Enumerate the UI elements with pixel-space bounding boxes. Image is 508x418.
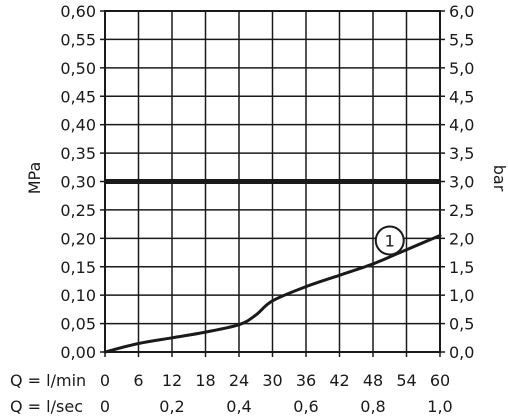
series-line-0	[103, 233, 442, 354]
y-tick-label-left: 0,35	[60, 144, 96, 163]
y-tick-label-right: 5,0	[449, 59, 474, 78]
x-tick-label: 18	[195, 371, 215, 390]
series-layer	[103, 233, 442, 354]
x-tick-label: 42	[329, 371, 349, 390]
x-tick-label: 54	[396, 371, 416, 390]
x-tick-label: 36	[296, 371, 316, 390]
x-tick-label: 0,8	[360, 397, 385, 416]
y-tick-label-right: 4,0	[449, 116, 474, 135]
y-tick-label-left: 0,00	[60, 343, 96, 362]
y-tick-label-right: 2,5	[449, 201, 474, 220]
x-tick-label: 60	[430, 371, 450, 390]
x-tick-label: 0,6	[293, 397, 318, 416]
y-tick-label-right: 3,0	[449, 173, 474, 192]
plot-frame	[104, 10, 441, 353]
callout-circle	[374, 225, 405, 256]
y-tick-label-left: 0,25	[60, 201, 96, 220]
frame-layer	[100, 10, 445, 357]
x-tick-label: 30	[262, 371, 282, 390]
y-tick-label-right: 6,0	[449, 2, 474, 21]
y-tick-label-right: 2,0	[449, 229, 474, 248]
y-axis-label-right: bar	[490, 165, 508, 192]
y-tick-label-right: 1,0	[449, 286, 474, 305]
y-tick-label-left: 0,05	[60, 315, 96, 334]
x-tick-label: 1,0	[427, 397, 452, 416]
y-tick-label-left: 0,55	[60, 30, 96, 49]
x-row-label: Q = l/sec	[10, 397, 83, 416]
tick-label-layer: 0,00 0,00,05 0,50,10 1,00,15 1,50,20 2,00,25 2…	[10, 2, 474, 416]
x-tick-label: 0,4	[226, 397, 251, 416]
y-tick-label-left: 0,60	[60, 2, 96, 21]
x-tick-label: 48	[363, 371, 383, 390]
y-axis-label-left: MPa	[25, 162, 44, 195]
y-tick-label-right: 0,0	[449, 343, 474, 362]
x-tick-label: 12	[162, 371, 182, 390]
y-tick-label-left: 0,15	[60, 258, 96, 277]
y-tick-label-left: 0,50	[60, 59, 96, 78]
y-tick-label-right: 0,5	[449, 315, 474, 334]
x-tick-label: 24	[229, 371, 249, 390]
y-tick-label-right: 5,5	[449, 30, 474, 49]
x-row-label: Q = l/min	[10, 371, 86, 390]
y-tick-label-left: 0,45	[60, 87, 96, 106]
y-tick-label-left: 0,10	[60, 286, 96, 305]
callout-layer: 1	[374, 225, 405, 256]
y-tick-label-right: 4,5	[449, 87, 474, 106]
y-tick-label-right: 1,5	[449, 258, 474, 277]
x-tick-label: 6	[133, 371, 143, 390]
y-tick-label-left: 0,20	[60, 229, 96, 248]
x-tick-label: 0,2	[159, 397, 184, 416]
y-tick-label-left: 0,40	[60, 116, 96, 135]
y-tick-label-left: 0,30	[60, 173, 96, 192]
callout-label: 1	[385, 232, 395, 251]
x-tick-label: 0	[100, 371, 110, 390]
y-tick-label-right: 3,5	[449, 144, 474, 163]
x-tick-label: 0	[100, 397, 110, 416]
